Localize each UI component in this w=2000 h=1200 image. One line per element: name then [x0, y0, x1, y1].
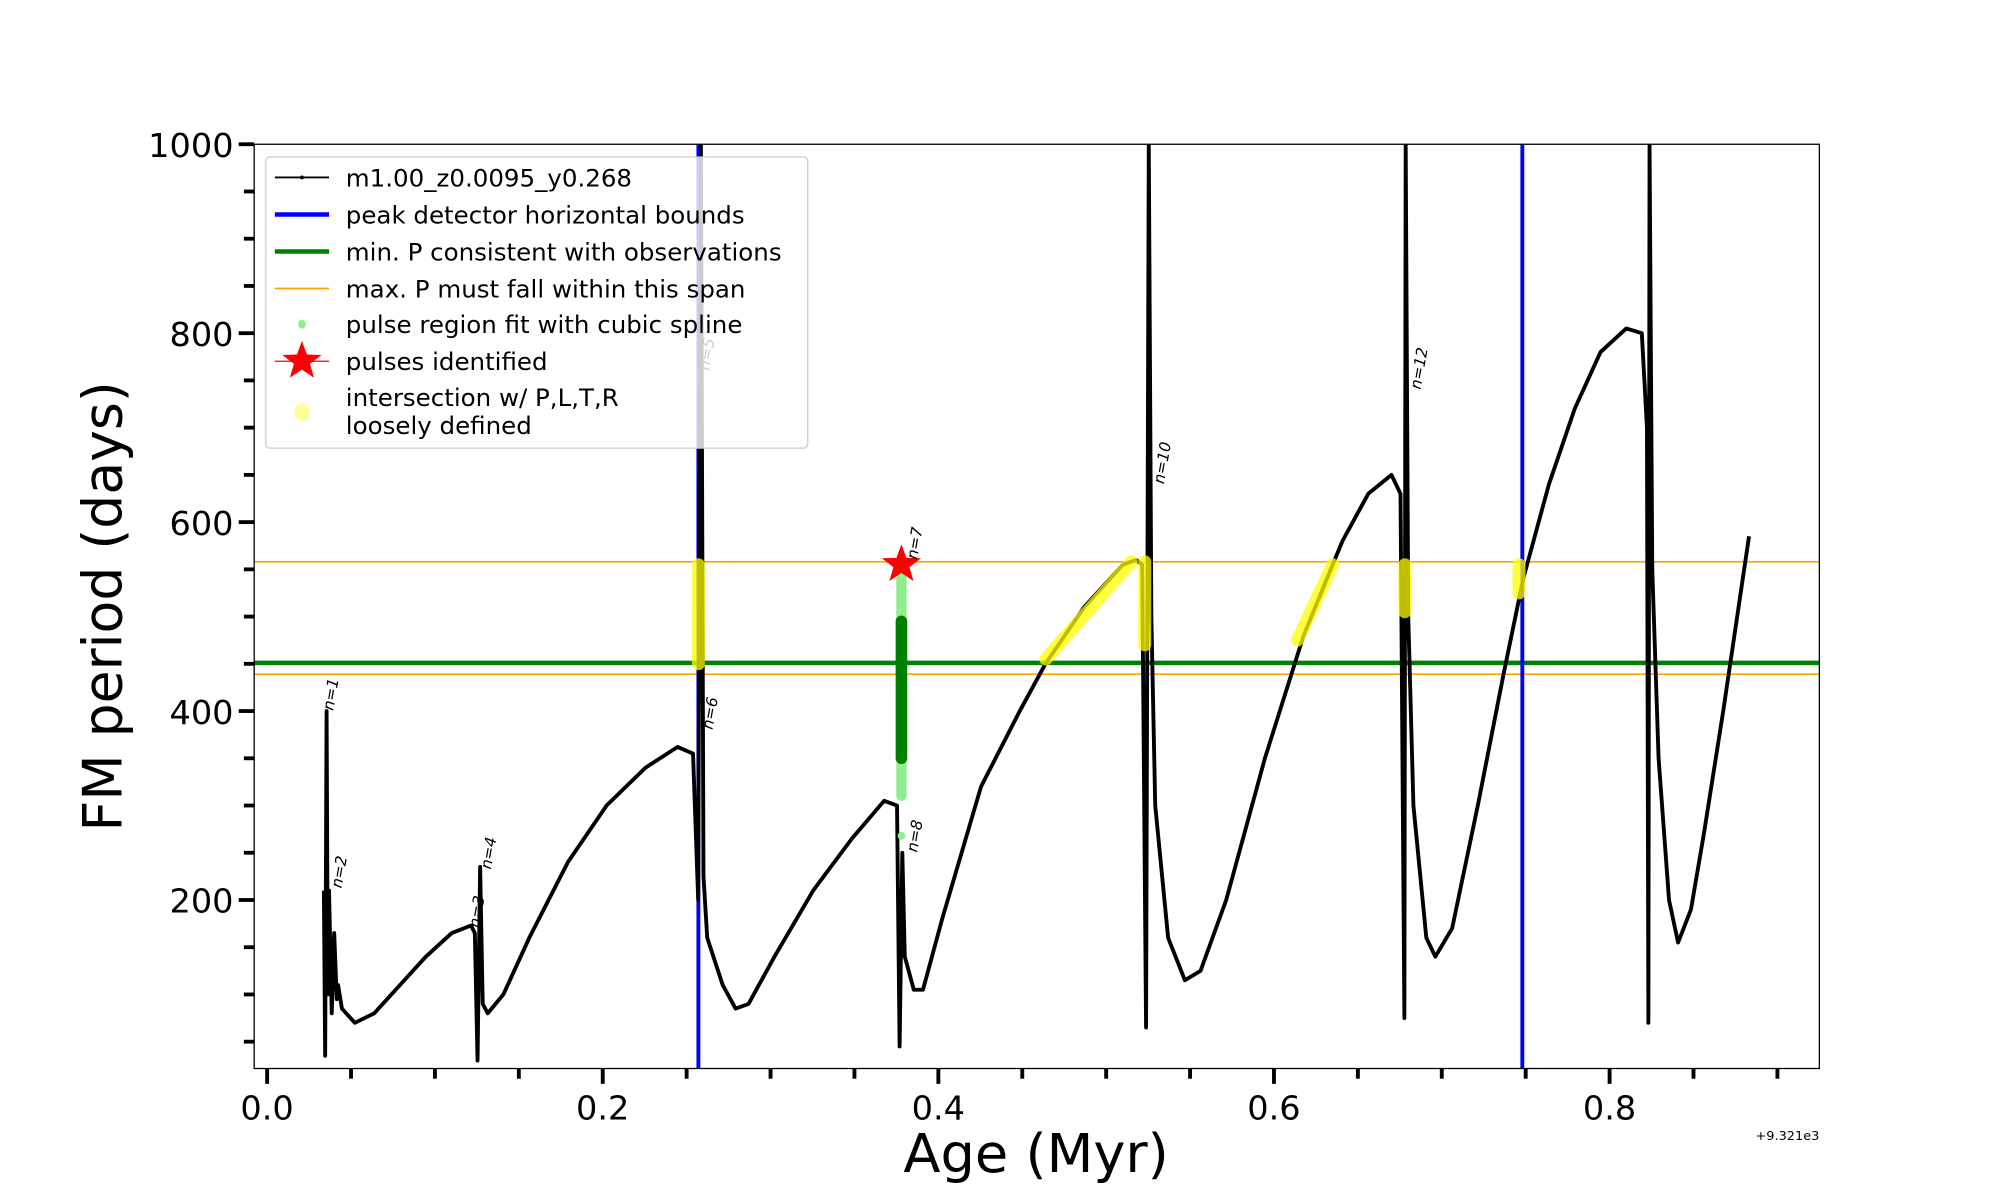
- y-tick-label: 400: [170, 693, 234, 732]
- annotation-n1: n=1: [319, 677, 342, 712]
- intersection-region-3: [1291, 558, 1340, 647]
- legend-label-6: intersection w/ P,L,T,R: [346, 383, 619, 412]
- legend-label-5: pulses identified: [346, 347, 548, 376]
- x-tick-label: 0.4: [912, 1089, 965, 1128]
- y-tick-label: 600: [170, 504, 234, 543]
- x-tick-label: 0.0: [240, 1089, 293, 1128]
- y-tick-label: 200: [170, 882, 234, 921]
- annotation-n10: n=10: [1150, 440, 1175, 485]
- y-tick-label: 800: [170, 315, 234, 354]
- legend-label2-6: loosely defined: [346, 411, 532, 440]
- annotation-n4: n=4: [477, 836, 500, 871]
- pulse-star-0: [881, 544, 922, 582]
- legend-label-2: min. P consistent with observations: [346, 238, 782, 267]
- legend-dot-0: [300, 175, 304, 180]
- spline-fit-point: [897, 831, 906, 840]
- x-tick-label: 0.6: [1247, 1089, 1300, 1128]
- axis-ticks: 0.0 0.2 0.4 0.6 0.8 200 400 600 800 1000: [148, 126, 1780, 1128]
- series-line-0: [321, 144, 1751, 1063]
- annotation-n8: n=8: [903, 818, 927, 853]
- legend-label-3: max. P must fall within this span: [346, 275, 746, 304]
- annotation-n12: n=12: [1407, 346, 1432, 390]
- legend-box: [265, 156, 809, 449]
- legend-marker-5: [282, 340, 322, 378]
- legend-label-0: m1.00_z0.0095_y0.268: [346, 164, 632, 193]
- x-axis-label: Age (Myr): [903, 1122, 1168, 1185]
- y-axis-label: FM period (days): [71, 381, 134, 831]
- legend-marker-4: [298, 319, 306, 329]
- annotation-n2: n=2: [328, 854, 351, 889]
- annotation-n3: n=3: [465, 894, 488, 929]
- legend-label-1: peak detector horizontal bounds: [346, 201, 745, 230]
- legend-label-4: pulse region fit with cubic spline: [346, 310, 743, 339]
- annotation-n6: n=6: [698, 696, 722, 731]
- x-tick-label: 0.2: [576, 1089, 629, 1128]
- annotation-n7: n=7: [903, 526, 927, 561]
- intersection-region-1: [1039, 555, 1138, 666]
- x-tick-label: 0.8: [1583, 1089, 1636, 1128]
- y-tick-label: 1000: [148, 126, 233, 165]
- legend-marker-6: [294, 403, 310, 422]
- x-offset-text: +9.321e3: [1755, 1129, 1819, 1144]
- axes-frame: [253, 143, 1820, 1070]
